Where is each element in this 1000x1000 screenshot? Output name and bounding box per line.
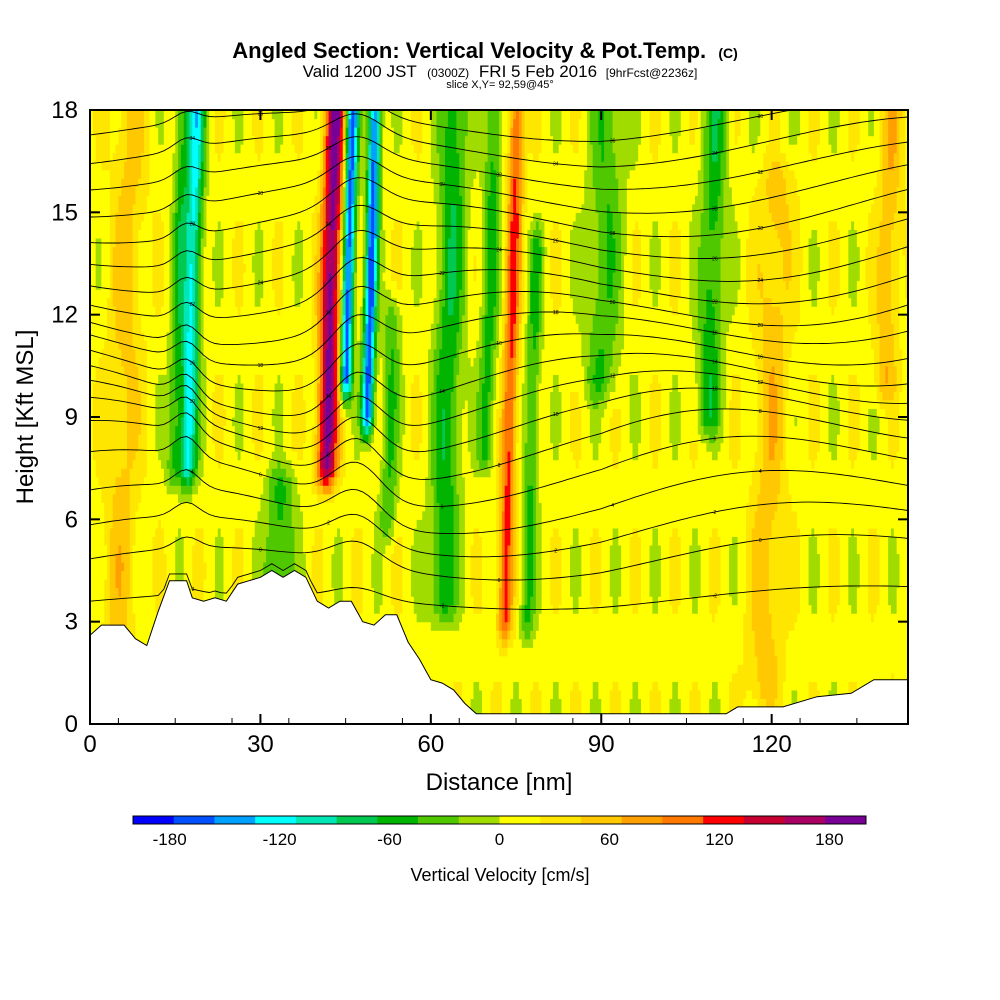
valid-time: Valid 1200 JST xyxy=(303,62,417,81)
slice-label: slice X,Y= 92,59@45° xyxy=(446,79,554,91)
forecast-info: [9hrFcst@2236z] xyxy=(606,66,698,80)
plot-area: -2-2-20002224446668881010101212121414141… xyxy=(51,97,908,758)
utc-time: (0300Z) xyxy=(427,66,469,80)
title-unit: (C) xyxy=(718,45,737,61)
chart-title: Angled Section: Vertical Velocity & Pot.… xyxy=(232,38,706,63)
vertical-section-chart: Angled Section: Vertical Velocity & Pot.… xyxy=(0,0,1000,1000)
